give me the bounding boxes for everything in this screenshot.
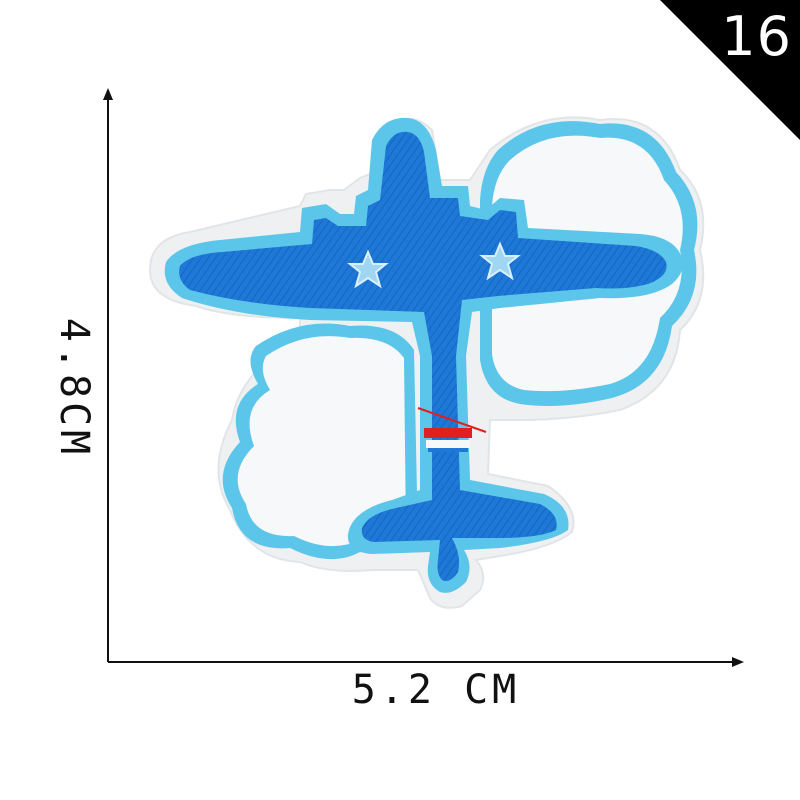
- airplane-body: [179, 131, 667, 581]
- fuselage-stripe: [417, 407, 487, 452]
- corner-badge: 16: [660, 0, 800, 140]
- horizontal-axis-arrow: [732, 657, 744, 667]
- width-dimension-label: 5.2 CM: [351, 667, 521, 713]
- airplane-outline: [164, 117, 683, 593]
- left-wing-star-icon: [347, 249, 389, 289]
- badge-number: 16: [721, 5, 792, 68]
- right-wing-star-icon: [479, 241, 521, 281]
- lower-left-cloud: [222, 323, 418, 560]
- vertical-axis-arrow: [103, 88, 113, 100]
- badge-triangle: [660, 0, 800, 140]
